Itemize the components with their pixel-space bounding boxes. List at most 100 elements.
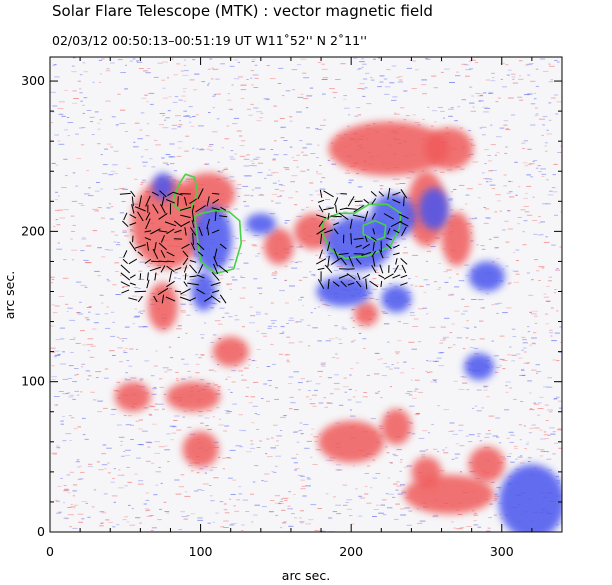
noise-speck <box>335 337 338 339</box>
noise-speck <box>418 308 424 310</box>
noise-speck <box>316 173 323 175</box>
noise-speck <box>78 203 83 204</box>
noise-speck <box>112 355 116 356</box>
noise-speck <box>243 165 250 167</box>
noise-speck <box>364 72 370 74</box>
noise-speck <box>358 68 362 70</box>
noise-speck <box>381 288 388 290</box>
noise-speck <box>273 278 277 279</box>
noise-speck <box>502 312 508 314</box>
noise-speck <box>364 493 369 495</box>
noise-speck <box>486 530 491 532</box>
noise-speck <box>245 451 252 453</box>
noise-speck <box>457 514 463 515</box>
noise-speck <box>246 154 250 156</box>
noise-speck <box>230 180 236 182</box>
noise-speck <box>301 151 304 153</box>
noise-speck <box>380 196 384 197</box>
noise-speck <box>52 105 58 107</box>
noise-speck <box>444 68 450 70</box>
field-vector <box>371 264 377 273</box>
noise-speck <box>300 246 303 248</box>
noise-speck <box>234 59 238 61</box>
noise-speck <box>161 79 165 81</box>
noise-speck <box>188 376 192 378</box>
noise-speck <box>72 507 76 509</box>
noise-speck <box>52 111 55 113</box>
noise-speck <box>370 487 373 489</box>
noise-speck <box>483 92 487 94</box>
noise-speck <box>57 140 61 142</box>
noise-speck <box>250 195 254 197</box>
noise-speck <box>81 127 86 128</box>
noise-speck <box>289 317 294 319</box>
noise-speck <box>79 301 82 303</box>
noise-speck <box>318 433 321 435</box>
noise-speck <box>151 166 156 168</box>
noise-speck <box>187 370 191 372</box>
noise-speck <box>490 178 493 180</box>
noise-speck <box>210 356 213 358</box>
noise-speck <box>154 441 160 443</box>
noise-speck <box>529 312 532 313</box>
field-vector <box>392 191 401 196</box>
noise-speck <box>526 272 530 274</box>
noise-speck <box>209 58 213 60</box>
noise-speck <box>160 482 163 484</box>
noise-speck <box>399 183 406 184</box>
noise-speck <box>347 399 352 401</box>
noise-speck <box>352 320 356 322</box>
noise-speck <box>241 379 247 381</box>
noise-speck <box>543 293 547 295</box>
noise-speck <box>546 285 550 287</box>
noise-speck <box>408 394 413 396</box>
noise-speck <box>321 79 328 80</box>
noise-speck <box>173 170 178 172</box>
field-vector <box>120 264 131 274</box>
noise-speck <box>214 370 217 372</box>
noise-speck <box>527 331 531 333</box>
noise-speck <box>174 277 177 279</box>
noise-speck <box>486 181 489 183</box>
noise-speck <box>80 204 85 206</box>
field-vector <box>340 280 347 288</box>
noise-speck <box>138 287 141 289</box>
noise-speck <box>57 108 64 109</box>
noise-speck <box>68 415 72 417</box>
noise-speck <box>385 446 388 448</box>
noise-speck <box>479 440 483 442</box>
noise-speck <box>305 107 309 109</box>
noise-speck <box>227 389 230 391</box>
noise-speck <box>259 440 263 442</box>
field-vector <box>347 196 355 207</box>
noise-speck <box>453 189 457 190</box>
noise-speck <box>123 350 126 352</box>
noise-speck <box>299 140 303 142</box>
noise-speck <box>116 424 123 426</box>
noise-speck <box>358 204 365 206</box>
noise-speck <box>367 465 371 467</box>
noise-speck <box>509 441 514 443</box>
noise-speck <box>345 502 349 503</box>
noise-speck <box>392 246 398 247</box>
noise-speck <box>157 519 162 521</box>
noise-speck <box>201 81 206 83</box>
noise-speck <box>512 270 519 272</box>
noise-speck <box>373 509 379 510</box>
noise-speck <box>485 178 491 180</box>
noise-speck <box>364 87 368 89</box>
noise-speck <box>383 78 388 80</box>
noise-speck <box>502 360 508 361</box>
noise-speck <box>291 89 296 91</box>
noise-speck <box>266 65 270 67</box>
noise-speck <box>336 357 340 359</box>
noise-speck <box>137 312 142 314</box>
noise-speck <box>506 437 510 439</box>
noise-speck <box>494 371 499 373</box>
noise-speck <box>53 226 56 228</box>
noise-speck <box>183 518 188 520</box>
noise-speck <box>310 504 317 506</box>
noise-speck <box>119 212 125 214</box>
noise-speck <box>474 326 477 328</box>
field-vector <box>144 258 152 264</box>
